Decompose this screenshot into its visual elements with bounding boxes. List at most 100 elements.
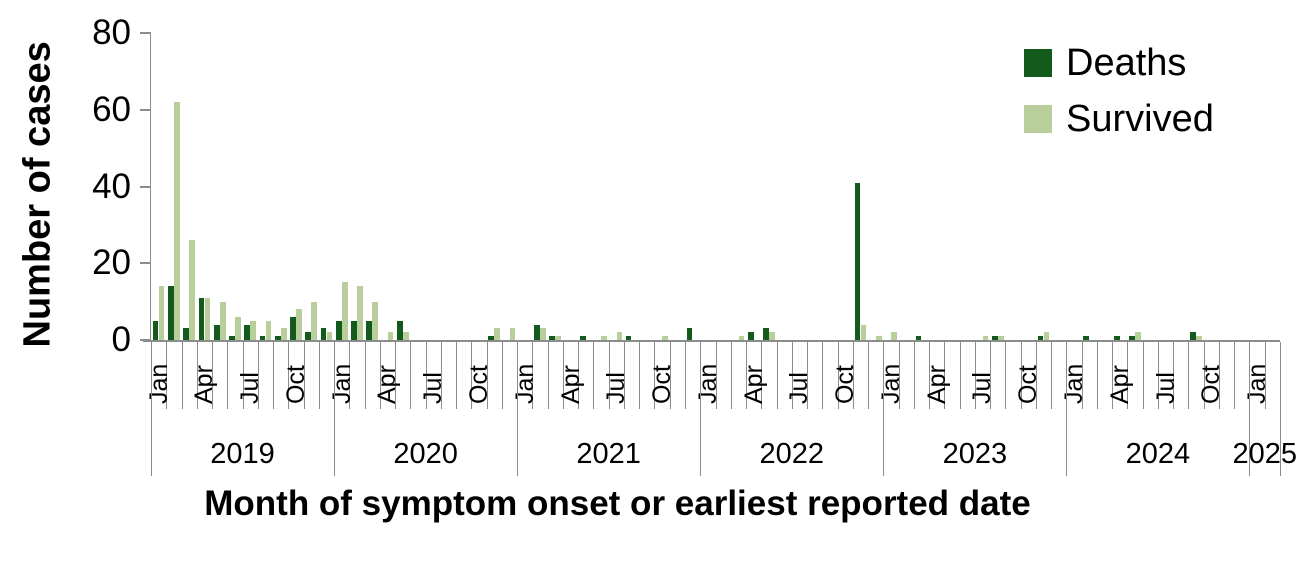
bar-survived-may-2019 (219, 301, 226, 340)
month-tick (1157, 341, 1159, 409)
bar-survived-jul-2019 (250, 320, 257, 340)
month-label-jul-2019: Jul (236, 372, 265, 404)
month-label-oct-2023: Oct (1014, 365, 1043, 404)
month-label-apr-2020: Apr (373, 365, 402, 404)
bar-survived-oct-2021 (662, 336, 668, 340)
month-tick (562, 341, 564, 409)
bar-survived-may-2020 (402, 332, 409, 340)
legend: Deaths Survived (1024, 44, 1214, 156)
bar-survived-jan-2019 (158, 286, 165, 340)
month-tick (807, 341, 809, 409)
bar-deaths-mar-2020 (366, 320, 373, 340)
month-tick (1020, 341, 1022, 409)
month-tick (1203, 341, 1205, 409)
bar-survived-mar-2022 (738, 336, 745, 340)
month-label-oct-2020: Oct (465, 365, 494, 404)
month-label-jan-2024: Jan (1060, 363, 1089, 404)
month-tick (868, 341, 870, 409)
bar-survived-jul-2023 (982, 336, 989, 340)
y-axis-tick-label: 80 (92, 13, 131, 52)
month-tick (364, 341, 366, 409)
bar-deaths-feb-2021 (534, 324, 540, 340)
month-tick (1005, 341, 1007, 409)
bar-survived-mar-2020 (372, 301, 379, 340)
month-tick (471, 341, 473, 409)
legend-label-survived: Survived (1066, 98, 1214, 140)
x-axis-title: Month of symptom onset or earliest repor… (204, 484, 1031, 523)
bar-deaths-nov-2022 (854, 182, 861, 340)
bar-survived-dec-2022 (875, 336, 882, 340)
month-tick (181, 341, 183, 409)
bar-deaths-may-2019 (213, 324, 220, 340)
bar-deaths-jun-2019 (229, 336, 235, 340)
month-tick (623, 341, 625, 409)
month-label-jul-2023: Jul (968, 372, 997, 404)
month-tick (852, 341, 854, 409)
bar-deaths-may-2024 (1129, 336, 1135, 340)
y-axis-tick-mark (140, 185, 151, 188)
bar-survived-sep-2019 (280, 328, 287, 340)
month-tick (212, 341, 214, 409)
month-tick (440, 341, 442, 409)
bar-survived-jul-2021 (616, 332, 623, 340)
bar-survived-may-2022 (769, 332, 775, 340)
year-separator (1280, 341, 1281, 476)
month-label-apr-2021: Apr (556, 365, 585, 404)
month-label-jul-2024: Jul (1151, 372, 1180, 404)
month-tick (288, 341, 290, 409)
y-axis-title: Number of cases (16, 41, 59, 348)
year-label-2024: 2024 (1125, 438, 1191, 470)
month-tick (166, 341, 168, 409)
month-tick (837, 341, 839, 409)
month-tick (547, 341, 549, 409)
y-axis-tick-mark (140, 108, 151, 111)
bar-deaths-jul-2019 (244, 324, 251, 340)
month-label-jul-2021: Jul (602, 372, 631, 404)
bar-deaths-jan-2020 (335, 320, 342, 340)
month-tick (715, 341, 717, 409)
month-label-oct-2024: Oct (1197, 365, 1226, 404)
month-tick (730, 341, 732, 409)
year-label-2023: 2023 (942, 438, 1008, 470)
month-tick (1142, 341, 1144, 409)
bar-survived-jan-2023 (891, 332, 897, 340)
bar-survived-dec-2020 (509, 328, 516, 340)
bar-survived-feb-2021 (540, 328, 546, 340)
year-label-2025: 2025 (1232, 438, 1297, 470)
y-axis-tick-mark (140, 32, 151, 34)
month-tick (532, 341, 534, 409)
year-separator (700, 341, 702, 476)
month-tick (944, 341, 946, 409)
bar-survived-nov-2023 (1043, 332, 1050, 340)
month-tick (486, 341, 488, 409)
bar-survived-dec-2019 (326, 332, 333, 340)
month-tick (1173, 341, 1175, 409)
bar-survived-may-2024 (1135, 332, 1141, 340)
month-tick (639, 341, 641, 409)
month-tick (990, 341, 992, 409)
bar-deaths-aug-2021 (625, 336, 632, 340)
bar-deaths-nov-2023 (1037, 336, 1044, 340)
bar-deaths-mar-2023 (915, 336, 922, 340)
month-label-jan-2020: Jan (327, 363, 356, 404)
bar-deaths-sep-2019 (274, 336, 281, 340)
bar-deaths-aug-2019 (259, 336, 266, 340)
bar-survived-oct-2019 (296, 309, 302, 340)
year-separator (334, 341, 336, 476)
month-tick (1264, 341, 1266, 409)
bar-deaths-mar-2021 (549, 336, 556, 340)
month-tick (593, 341, 595, 409)
legend-label-deaths: Deaths (1066, 42, 1187, 84)
bar-deaths-may-2022 (763, 328, 769, 340)
bar-deaths-jan-2019 (152, 320, 159, 340)
y-axis-tick-label: 0 (111, 320, 131, 359)
month-tick (1081, 341, 1083, 409)
bar-survived-jun-2021 (601, 336, 607, 340)
bar-survived-nov-2020 (494, 328, 501, 340)
x-axis-baseline (143, 340, 1280, 342)
year-label-2019: 2019 (210, 438, 275, 470)
bar-survived-jun-2019 (235, 316, 241, 340)
y-axis-tick-label: 60 (92, 89, 131, 129)
month-tick (746, 341, 747, 409)
month-tick (929, 341, 931, 409)
